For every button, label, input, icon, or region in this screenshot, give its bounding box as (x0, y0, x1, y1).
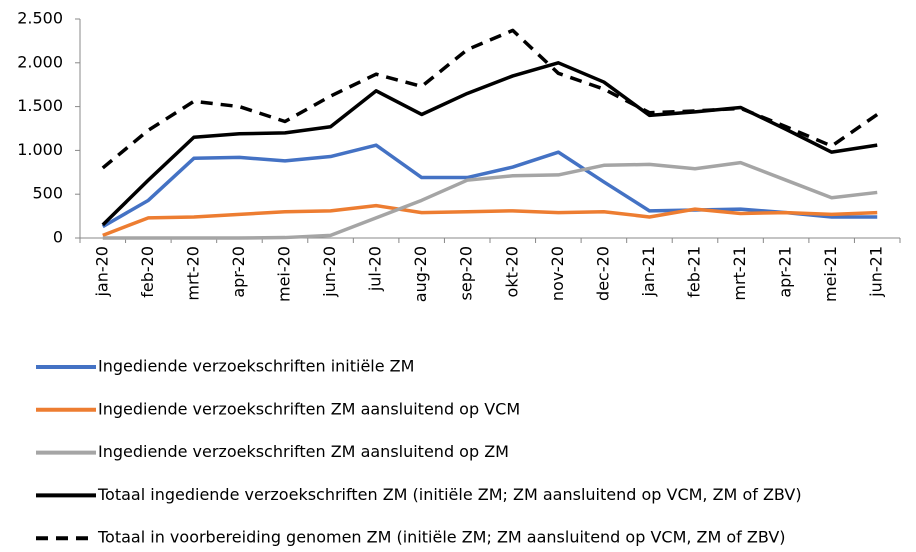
series-line (102, 203, 878, 238)
y-tick-label: 500 (32, 184, 63, 203)
x-tick-label: jun-21 (867, 246, 886, 298)
x-tick-label: sep-20 (457, 246, 476, 300)
x-tick-label: aug-20 (411, 246, 430, 302)
x-tick-label: mei-21 (821, 246, 840, 302)
x-tick-label: feb-20 (138, 246, 157, 298)
x-tick-label: jun-20 (320, 246, 339, 298)
x-tick-label: dec-20 (593, 246, 612, 301)
y-tick-label: 0 (53, 228, 63, 247)
legend-label: Ingediende verzoekschriften initiële ZM (98, 357, 414, 376)
legend-label: Ingediende verzoekschriften ZM aansluite… (98, 442, 509, 461)
x-tick-label: apr-20 (229, 246, 248, 298)
x-tick-label: nov-20 (548, 246, 567, 301)
series-line (101, 61, 878, 227)
x-tick-label: jan-20 (92, 246, 111, 298)
y-tick-label: 1.500 (17, 96, 63, 115)
series-line (101, 143, 878, 229)
x-tick-label: okt-20 (502, 246, 521, 297)
x-tick-label: mei-20 (275, 246, 294, 302)
legend-label: Totaal ingediende verzoekschriften ZM (i… (97, 485, 802, 504)
series-line (102, 160, 878, 240)
x-tick-label: apr-21 (776, 246, 795, 298)
y-tick-label: 1.000 (17, 140, 63, 159)
x-tick-label: mrt-20 (183, 246, 202, 301)
y-tick-label: 2.000 (17, 52, 63, 71)
x-tick-label: feb-21 (685, 246, 704, 298)
x-tick-label: jul-20 (366, 246, 385, 292)
x-tick-label: jan-21 (639, 246, 658, 298)
y-tick-label: 2.500 (17, 9, 63, 28)
legend-label: Ingediende verzoekschriften ZM aansluite… (98, 399, 520, 418)
legend-label: Totaal in voorbereiding genomen ZM (init… (97, 528, 786, 547)
x-tick-label: mrt-21 (730, 246, 749, 301)
series-line (101, 28, 879, 170)
